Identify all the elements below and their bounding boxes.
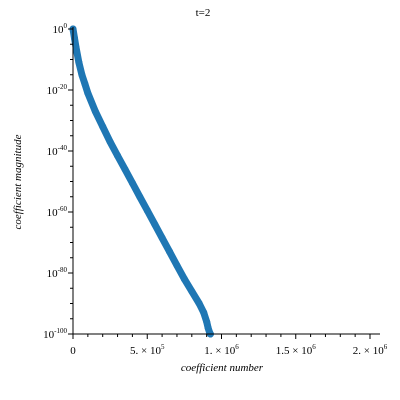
data-point [195, 300, 203, 307]
x-tick-label: 5. × 105 [130, 343, 165, 357]
data-point [106, 138, 114, 146]
data-point [158, 234, 166, 242]
y-axis-title: coefficient magnitude [12, 134, 24, 229]
y-tick-label: 10-80 [47, 266, 68, 280]
data-point [203, 318, 211, 326]
y-tick-label: 100 [53, 22, 68, 36]
x-tick-label: 2. × 106 [353, 343, 388, 357]
data-point [81, 80, 89, 88]
data-point [200, 309, 208, 317]
data-point [151, 220, 159, 228]
data-point [114, 152, 121, 160]
data-point [136, 193, 144, 201]
x-axis-title: coefficient number [181, 362, 264, 374]
series-line [69, 25, 214, 338]
data-point [180, 275, 188, 283]
data-point [84, 89, 92, 97]
data-point [166, 248, 173, 256]
data-point [75, 59, 83, 67]
y-tick-label: 10-100 [43, 327, 67, 341]
chart-title: t=2 [196, 7, 211, 19]
data-point [188, 287, 196, 295]
data-point [143, 207, 151, 214]
y-tick-label: 10-20 [47, 83, 68, 97]
y-tick-label: 10-60 [47, 205, 68, 219]
x-tick-label: 0 [70, 345, 76, 357]
y-tick-labels: 100 10-20 10-40 10-60 10-80 10-100 [43, 22, 67, 341]
x-tick-label: 1.5 × 106 [276, 343, 316, 357]
data-point [71, 34, 78, 42]
plot-area [69, 25, 214, 338]
data-point [78, 71, 86, 79]
x-tick-label: 1. × 106 [204, 343, 239, 357]
data-point [91, 107, 99, 115]
y-tick-label: 10-40 [47, 144, 68, 158]
x-tick-labels: 0 5. × 105 1. × 106 1.5 × 106 2. × 106 [70, 343, 387, 357]
data-point [121, 165, 129, 173]
axes [68, 27, 380, 339]
data-point [99, 123, 107, 131]
data-point [72, 43, 80, 51]
data-point [128, 179, 136, 187]
data-point [173, 261, 181, 269]
